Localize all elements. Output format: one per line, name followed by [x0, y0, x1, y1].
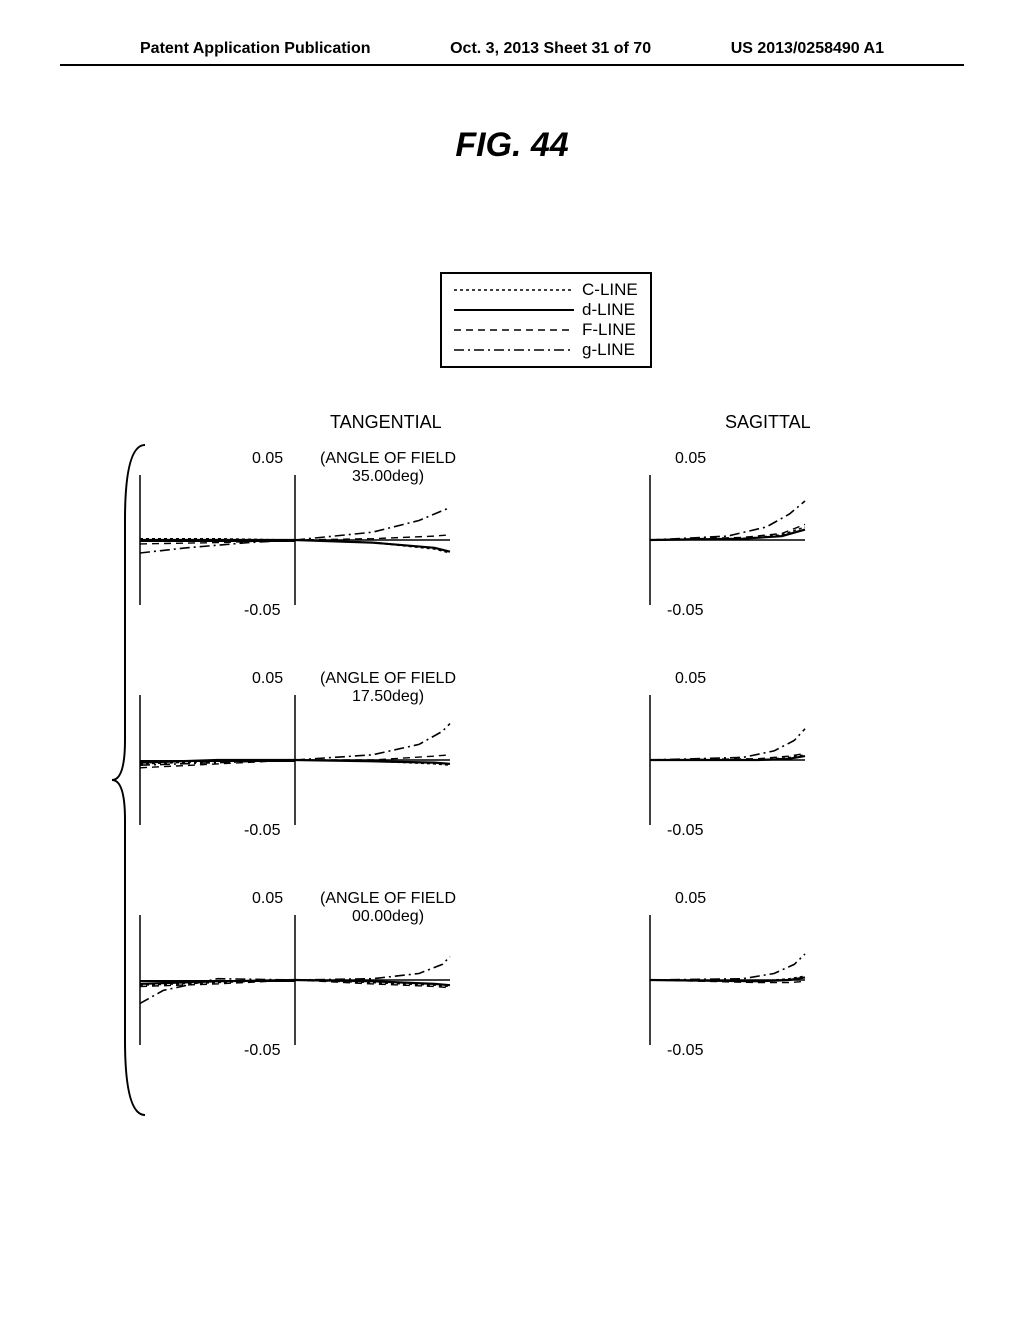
legend-label: F-LINE	[582, 320, 636, 340]
header-left: Patent Application Publication	[140, 40, 371, 58]
plot-svg	[650, 475, 805, 605]
chart-area: 0.05 (ANGLE OF FIELD35.00deg) -0.05 0.05…	[140, 450, 940, 1110]
legend-label: d-LINE	[582, 300, 635, 320]
angle-of-field-label: (ANGLE OF FIELD17.50deg)	[308, 670, 468, 706]
plot-svg	[295, 915, 450, 1045]
ytick-bot: -0.05	[244, 602, 280, 620]
legend-dash-f	[454, 329, 574, 331]
ytick-top-sag: 0.05	[675, 670, 706, 688]
plot-svg	[295, 475, 450, 605]
baseline	[140, 980, 295, 982]
plot-svg	[650, 695, 805, 825]
ytick-top: 0.05	[252, 890, 283, 908]
angle-of-field-label: (ANGLE OF FIELD35.00deg)	[308, 450, 468, 486]
ytick-bot-sag: -0.05	[667, 1042, 703, 1060]
tangential-plot-right	[295, 475, 450, 635]
legend-row: F-LINE	[454, 320, 638, 340]
tangential-label: TANGENTIAL	[330, 412, 442, 433]
baseline	[140, 540, 295, 542]
ytick-top-sag: 0.05	[675, 450, 706, 468]
sagittal-label: SAGITTAL	[725, 412, 811, 433]
tangential-plot-right	[295, 915, 450, 1075]
header-center: Oct. 3, 2013 Sheet 31 of 70	[450, 40, 651, 58]
chart-row: 0.05 (ANGLE OF FIELD00.00deg) -0.05 0.05…	[140, 890, 940, 1090]
header-right: US 2013/0258490 A1	[731, 40, 884, 58]
chart-row: 0.05 (ANGLE OF FIELD35.00deg) -0.05 0.05…	[140, 450, 940, 650]
page-header: Patent Application Publication Oct. 3, 2…	[60, 0, 964, 66]
ytick-bot-sag: -0.05	[667, 822, 703, 840]
legend-dash-d	[454, 309, 574, 311]
ytick-bot-sag: -0.05	[667, 602, 703, 620]
legend-row: C-LINE	[454, 280, 638, 300]
plot-svg	[295, 695, 450, 825]
tangential-plot-right	[295, 695, 450, 855]
plot-svg	[650, 915, 805, 1045]
figure-title: FIG. 44	[0, 126, 1024, 165]
chart-row: 0.05 (ANGLE OF FIELD17.50deg) -0.05 0.05…	[140, 670, 940, 870]
legend-dash-g	[454, 349, 574, 351]
ytick-bot: -0.05	[244, 1042, 280, 1060]
ytick-top: 0.05	[252, 670, 283, 688]
legend-row: d-LINE	[454, 300, 638, 320]
legend-row: g-LINE	[454, 340, 638, 360]
ytick-top-sag: 0.05	[675, 890, 706, 908]
baseline	[140, 760, 295, 762]
legend-dash-c	[454, 289, 574, 291]
legend: C-LINE d-LINE F-LINE g-LINE	[440, 272, 652, 368]
angle-of-field-label: (ANGLE OF FIELD00.00deg)	[308, 890, 468, 926]
legend-label: C-LINE	[582, 280, 638, 300]
ytick-bot: -0.05	[244, 822, 280, 840]
legend-label: g-LINE	[582, 340, 635, 360]
ytick-top: 0.05	[252, 450, 283, 468]
